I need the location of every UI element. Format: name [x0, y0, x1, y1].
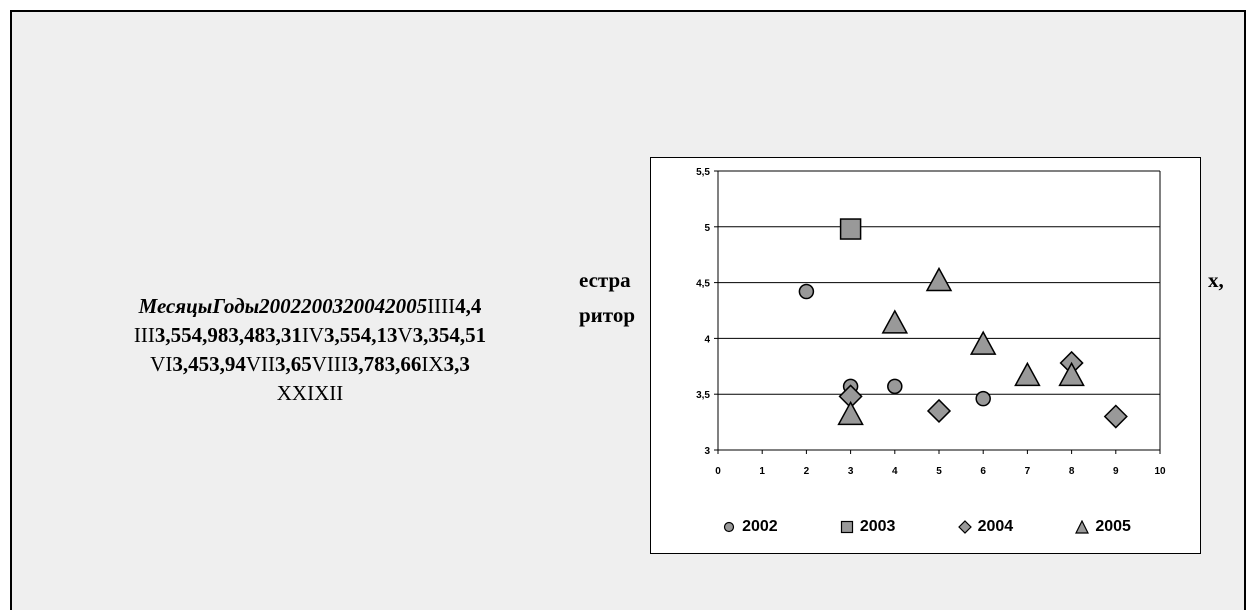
legend-marker-square — [840, 520, 853, 534]
y-tick-label: 3 — [704, 446, 710, 457]
data-point-circle — [975, 390, 991, 407]
legend-label: 2004 — [977, 518, 1014, 535]
x-tick-label: 8 — [1069, 466, 1075, 477]
x-tick-label: 2 — [804, 466, 810, 477]
table-value: 3,65 — [275, 352, 312, 376]
legend-marker-circle — [723, 521, 735, 533]
legend-marker-triangle — [1075, 520, 1090, 534]
legend-marker-diamond — [957, 520, 972, 534]
data-point-diamond — [926, 398, 952, 424]
legend-item: 2002 — [722, 518, 778, 536]
heading-fragment: ритор — [579, 303, 635, 327]
x-tick-label: 1 — [759, 466, 765, 477]
heading-fragment: х, — [1208, 268, 1224, 292]
legend-item: 2003 — [840, 518, 896, 536]
table-text-part: VII — [245, 352, 275, 376]
data-point-square — [839, 218, 862, 240]
legend-label: 2003 — [859, 518, 896, 535]
data-point-triangle — [1058, 361, 1085, 387]
data-point-triangle — [881, 309, 909, 334]
table-text-part: IV — [301, 323, 324, 347]
scatter-chart: 3 3,5 4 4,5 5 5,5 0 1 2 3 4 5 6 7 8 9 10 2002 2003 2004 200… — [650, 157, 1201, 554]
data-point-triangle — [925, 266, 953, 292]
y-tick-label: 3,5 — [696, 390, 710, 401]
x-tick-label: 3 — [848, 466, 854, 477]
y-tick-label: 5 — [704, 223, 710, 234]
table-value: 3,354,51 — [412, 323, 487, 347]
x-tick-label: 9 — [1113, 466, 1119, 477]
table-text-part: V — [397, 323, 413, 347]
table-text-part: IIII — [427, 294, 456, 318]
legend-item: 2004 — [957, 518, 1014, 536]
table-value: 4,4 — [455, 294, 482, 318]
x-tick-label: 6 — [980, 466, 986, 477]
table-text-part: IX — [421, 352, 444, 376]
table-value: 3,554,983,483,31 — [154, 323, 302, 347]
table-value: 3,554,13 — [323, 323, 398, 347]
data-point-triangle — [1014, 361, 1041, 387]
table-text-part: XXIXII — [276, 381, 344, 405]
data-point-triangle — [837, 400, 864, 426]
x-tick-label: 7 — [1025, 466, 1031, 477]
data-point-circle — [887, 378, 903, 395]
x-tick-label: 5 — [936, 466, 942, 477]
y-tick-label: 5,5 — [696, 167, 710, 178]
data-point-diamond — [1103, 404, 1128, 429]
legend-label: 2005 — [1095, 518, 1131, 535]
chart-legend: 2002 2003 2004 2005 — [651, 513, 1202, 541]
table-text-part: III — [133, 323, 155, 347]
data-table-text: МесяцыГоды2002200320042005IIII4,4 III3,5… — [48, 292, 572, 408]
legend-label: 2002 — [742, 518, 778, 535]
table-header-text: МесяцыГоды2002200320042005 — [138, 294, 428, 318]
y-tick-label: 4 — [704, 334, 710, 345]
table-value: 3,453,94 — [172, 352, 246, 376]
data-point-circle — [798, 283, 815, 300]
x-tick-label: 0 — [715, 466, 721, 477]
y-tick-label: 4,5 — [696, 279, 710, 290]
data-point-triangle — [969, 330, 997, 355]
x-tick-label: 10 — [1154, 466, 1166, 477]
chart-plot: 3 3,5 4 4,5 5 5,5 0 1 2 3 4 5 6 7 8 9 10 — [696, 167, 1166, 477]
legend-item: 2005 — [1075, 518, 1131, 536]
table-text-part: VIII — [311, 352, 348, 376]
table-value: 3,783,66 — [347, 352, 422, 376]
table-value: 3,3 — [443, 352, 470, 376]
x-tick-label: 4 — [892, 466, 898, 477]
table-text-part: VI — [150, 352, 173, 376]
heading-fragment: естра — [579, 268, 631, 292]
